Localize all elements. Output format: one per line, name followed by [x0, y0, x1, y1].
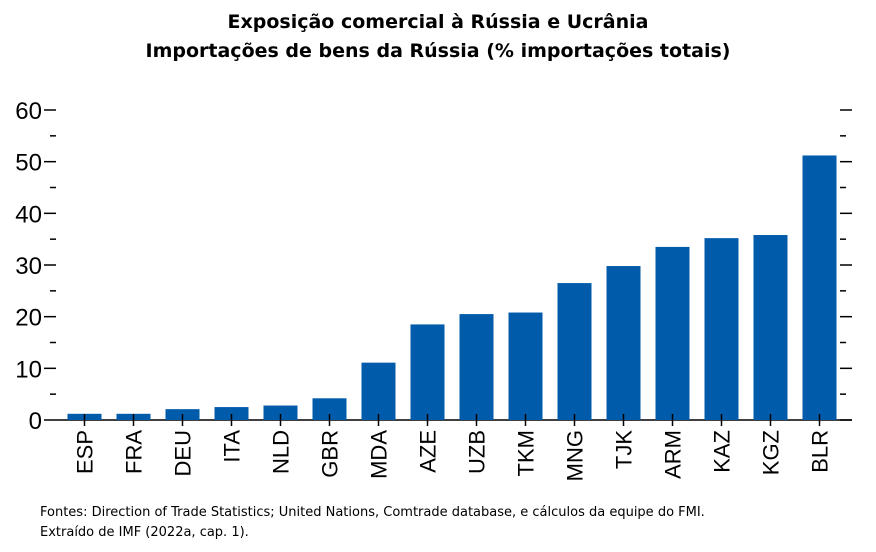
x-tick-label: ITA: [220, 430, 245, 463]
y-tick-label: 30: [15, 253, 42, 280]
x-tick-label: BLR: [808, 430, 833, 473]
bar-uzb: [459, 314, 494, 420]
y-tick-label: 0: [29, 408, 42, 435]
bar-mng: [557, 283, 592, 420]
bar-kgz: [753, 235, 788, 420]
x-tick-label: DEU: [171, 430, 196, 476]
bar-tjk: [606, 266, 641, 420]
x-tick-label: NLD: [269, 430, 294, 474]
bar-nld: [263, 405, 298, 420]
bar-gbr: [312, 398, 347, 420]
y-tick-label: 60: [15, 98, 42, 125]
y-tick-label: 20: [15, 305, 42, 332]
x-tick-label: FRA: [122, 430, 147, 474]
x-tick-label: MNG: [563, 430, 588, 481]
x-tick-label: ARM: [661, 430, 686, 479]
chart-subtitle: Importações de bens da Rússia (% importa…: [145, 40, 731, 62]
x-tick-label: TJK: [612, 430, 637, 469]
x-tick-label: KAZ: [710, 430, 735, 473]
source-citation: Extraído de IMF (2022a, cap. 1).: [40, 525, 249, 540]
x-tick-label: MDA: [367, 430, 392, 479]
bar-arm: [655, 246, 690, 420]
bar-tkm: [508, 312, 543, 420]
x-tick-label: AZE: [416, 430, 441, 473]
x-tick-label: ESP: [73, 430, 98, 474]
y-tick-label: 50: [15, 150, 42, 177]
y-tick-label: 40: [15, 201, 42, 228]
bar-chart: 0 10 20 30 40 50 60 ESP FRA DEU ITA NLD GBR MDA AZE UZB…: [15, 98, 852, 481]
x-tick-label: TKM: [514, 430, 539, 476]
x-tick-label: UZB: [465, 430, 490, 474]
bar-ita: [214, 407, 249, 420]
x-tick-label: GBR: [318, 430, 343, 478]
chart-title: Exposição comercial à Rússia e Ucrânia: [227, 11, 649, 33]
bar-mda: [361, 362, 396, 420]
bar-aze: [410, 324, 445, 420]
x-tick-label: KGZ: [759, 430, 784, 475]
bar-kaz: [704, 238, 739, 420]
source-note: Fontes: Direction of Trade Statistics; U…: [40, 505, 705, 520]
y-tick-label: 10: [15, 356, 42, 383]
bar-blr: [802, 155, 837, 420]
